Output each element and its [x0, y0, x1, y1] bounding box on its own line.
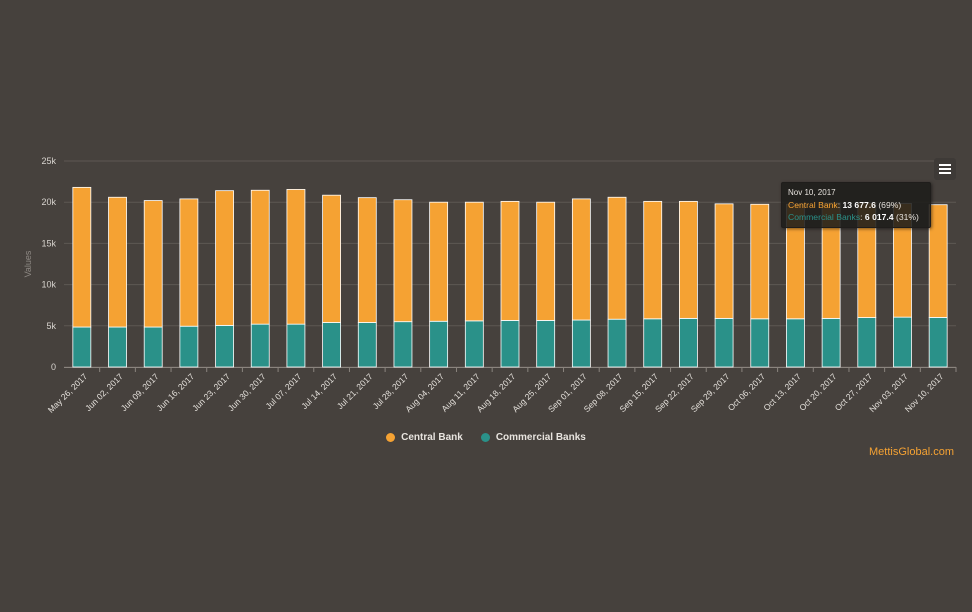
tooltip-series-name: Central Bank [788, 200, 838, 210]
bar-commercial-banks [143, 326, 163, 368]
bar-commercial-banks [643, 318, 663, 368]
bar-central-bank [750, 203, 770, 320]
x-tick-label: Nov 10, 2017 [903, 371, 946, 414]
tooltip-percent: (31%) [895, 212, 919, 222]
bar-commercial-banks [393, 321, 413, 368]
bar-central-bank [607, 196, 627, 320]
x-tick-label: Sep 29, 2017 [689, 371, 732, 414]
legend-marker-central-bank [386, 432, 396, 442]
bar-commercial-banks [786, 318, 805, 368]
bar-commercial-banks [536, 320, 556, 368]
bar-central-bank [536, 201, 556, 321]
chart-menu-button[interactable] [934, 158, 956, 180]
legend-item-commercial-banks[interactable]: Commercial Banks [480, 428, 586, 446]
tooltip-series-name: Commercial Banks [788, 212, 861, 222]
bar-central-bank [250, 189, 270, 325]
bar-commercial-banks [357, 322, 377, 368]
legend-marker-commercial-banks [480, 432, 490, 442]
bar-central-bank [143, 200, 163, 328]
bar-central-bank [357, 197, 377, 323]
bar-central-bank [322, 194, 342, 323]
bar-central-bank [286, 189, 306, 325]
bar-central-bank [72, 186, 92, 328]
bar-commercial-banks [928, 317, 948, 368]
y-tick-label: 0 [51, 362, 56, 372]
bar-commercial-banks [286, 323, 306, 368]
y-tick-label: 25k [41, 156, 56, 166]
bar-central-bank [215, 190, 234, 326]
bar-commercial-banks [714, 317, 734, 368]
bar-commercial-banks [250, 323, 270, 368]
tooltip-date: Nov 10, 2017 [788, 188, 836, 197]
chart-legend: Central Bank Commercial Banks [0, 428, 972, 446]
bar-commercial-banks [179, 325, 199, 368]
legend-item-central-bank[interactable]: Central Bank [386, 428, 463, 446]
bar-commercial-banks [679, 317, 698, 368]
y-axis-title: Values [23, 250, 33, 277]
x-tick-label: Jul 07, 2017 [264, 371, 304, 411]
bar-central-bank [571, 198, 591, 321]
bar-commercial-banks [429, 320, 449, 368]
bar-commercial-banks [750, 318, 770, 368]
bar-commercial-banks [571, 319, 591, 368]
y-tick-label: 10k [41, 280, 56, 290]
bar-central-bank [500, 200, 520, 321]
x-tick-label: Jun 30, 2017 [226, 371, 268, 413]
bar-central-bank [464, 201, 484, 322]
bar-commercial-banks [821, 317, 841, 368]
chart-tooltip: Nov 10, 2017 Central Bank: 13 677.6 (69%… [781, 182, 931, 228]
bar-commercial-banks [893, 316, 912, 368]
tooltip-value: 13 677.6 [842, 200, 876, 210]
bar-commercial-banks [72, 326, 92, 368]
y-tick-label: 15k [41, 238, 56, 248]
x-tick-label: Jul 14, 2017 [299, 371, 339, 411]
bar-central-bank [714, 203, 734, 319]
bar-commercial-banks [857, 317, 877, 368]
bar-central-bank [679, 200, 698, 319]
x-tick-label: Jul 21, 2017 [335, 371, 375, 411]
bar-central-bank [928, 204, 948, 318]
bar-commercial-banks [215, 324, 234, 368]
bar-central-bank [429, 201, 449, 322]
credit-link[interactable]: MettisGlobal.com [869, 446, 954, 458]
legend-label-central-bank: Central Bank [401, 431, 463, 443]
bar-central-bank [643, 200, 663, 320]
tooltip-row-commercial-banks: Commercial Banks: 6 017.4 (31%) [788, 212, 919, 222]
bar-commercial-banks [464, 320, 484, 368]
tooltip-percent: (69%) [878, 200, 902, 210]
y-tick-label: 5k [46, 321, 56, 331]
tooltip-row-central-bank: Central Bank: 13 677.6 (69%) [788, 200, 902, 210]
bar-central-bank [179, 198, 199, 327]
tooltip-value: 6 017.4 [864, 212, 894, 222]
bar-central-bank [108, 196, 127, 328]
bar-commercial-banks [607, 318, 627, 368]
bar-commercial-banks [500, 320, 520, 368]
y-tick-label: 20k [41, 197, 56, 207]
bar-commercial-banks [322, 322, 342, 368]
legend-label-commercial-banks: Commercial Banks [495, 431, 586, 443]
bar-commercial-banks [108, 326, 127, 368]
bar-central-bank [393, 199, 413, 323]
x-tick-label: May 26, 2017 [46, 371, 90, 415]
